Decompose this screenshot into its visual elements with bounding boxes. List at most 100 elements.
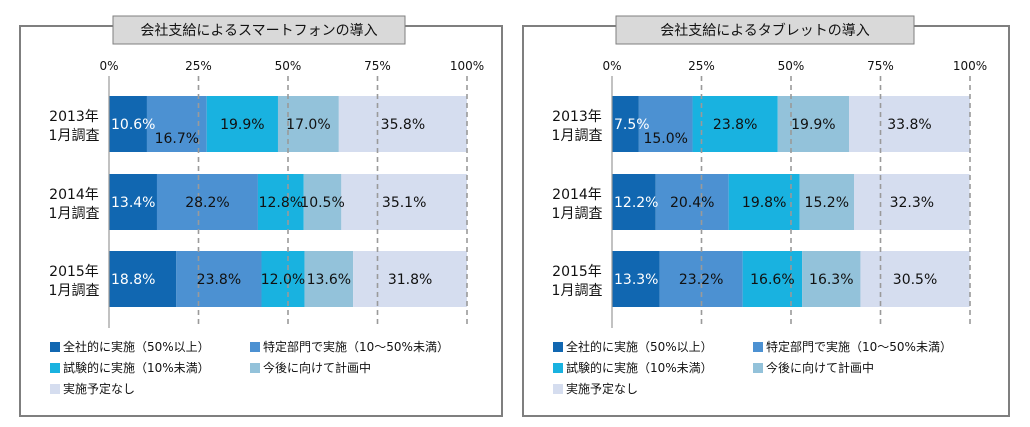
category-label: 2015年 [49,264,99,280]
legend-swatch [553,342,563,352]
data-label: 30.5% [893,272,937,288]
bar-segment [341,174,467,230]
legend-swatch [250,342,260,352]
category-label: 2013年 [552,109,602,125]
data-label: 16.3% [809,272,853,288]
category-label: 2015年 [552,264,602,280]
legend-swatch [553,384,563,394]
x-tick-label: 25% [185,59,212,73]
legend-swatch [753,342,763,352]
bar-segment [612,96,639,152]
data-label: 16.6% [750,272,794,288]
bar-segment [109,251,177,307]
title-box [112,15,406,45]
chart-panel-1: 会社支給によるスマートフォンの導入 0% 25% 50% 75% 100% 2013年 1月調… [19,15,503,417]
legend-swatch [753,363,763,373]
category-label: 1月調査 [552,283,603,299]
bar-segment [304,251,354,307]
bar-segment [109,174,157,230]
data-label: 23.2% [679,272,723,288]
legend-swatch [553,363,563,373]
legend-label: 実施予定なし [566,381,638,396]
legend-label: 特定部門で実施（10～50%未満） [766,339,952,354]
bar-segment [860,251,970,307]
data-label: 33.8% [887,117,931,133]
data-label: 12.0% [261,272,305,288]
category-label: 2014年 [49,187,99,203]
category-label: 1月調査 [552,128,603,144]
data-label: 35.8% [381,117,425,133]
category-label: 1月調査 [49,283,100,299]
data-label: 16.7% [155,131,199,147]
bar-segment [854,174,970,230]
data-label: 32.3% [890,195,934,211]
data-label: 12.2% [614,195,658,211]
bar-segment [353,251,467,307]
bar-segment [257,174,304,230]
data-label: 12.8% [259,195,303,211]
legend-label: 特定部門で実施（10～50%未満） [263,339,449,354]
bar-segment [777,96,849,152]
bar-segment [612,174,656,230]
data-label: 23.8% [197,272,241,288]
x-tick-label: 25% [688,59,715,73]
data-label: 13.6% [307,272,351,288]
x-tick-label: 0% [99,59,118,73]
bar-segment [146,96,207,152]
title-box [615,15,915,45]
category-label: 1月調査 [49,206,100,222]
bar-segment [303,174,342,230]
bar-segment [728,174,800,230]
bar-segment [338,96,467,152]
bar-segment [206,96,278,152]
legend-label: 全社的に実施（50%以上） [63,339,210,354]
bar-segment [742,251,803,307]
bar-segment [655,174,729,230]
data-label: 17.0% [286,117,330,133]
data-label: 10.6% [111,117,155,133]
x-tick-label: 75% [867,59,894,73]
bar-segment [799,174,855,230]
data-label: 15.2% [805,195,849,211]
data-label: 20.4% [670,195,714,211]
bar-segment [109,96,147,152]
data-label: 19.9% [791,117,835,133]
legend-label: 全社的に実施（50%以上） [566,339,713,354]
data-label: 7.5% [614,117,650,133]
data-label: 28.2% [185,195,229,211]
legend-swatch [50,363,60,373]
data-label: 19.8% [742,195,786,211]
chart-title: 会社支給によるタブレットの導入 [660,22,870,39]
x-tick-label: 50% [778,59,805,73]
category-label: 1月調査 [49,128,100,144]
legend-label: 試験的に実施（10%未満） [63,360,210,375]
legend-label: 今後に向けて計画中 [263,360,371,375]
data-label: 15.0% [643,131,687,147]
legend-swatch [50,342,60,352]
x-tick-label: 50% [275,59,302,73]
legend-swatch [250,363,260,373]
bar-segment [692,96,778,152]
bar-segment [156,174,258,230]
data-label: 35.1% [382,195,426,211]
data-label: 23.8% [713,117,757,133]
legend-swatch [50,384,60,394]
chart-panel-2: 会社支給によるタブレットの導入 0% 25% 50% 75% 100% 2013年 1月調査 7… [522,15,1010,417]
data-label: 13.4% [111,195,155,211]
category-label: 2014年 [552,187,602,203]
data-label: 10.5% [300,195,344,211]
x-tick-label: 100% [953,59,987,73]
bar-segment [612,251,660,307]
legend: 全社的に実施（50%以上） 特定部門で実施（10～50%未満） 試験的に実施（10%… [553,339,952,396]
data-label: 18.8% [111,272,155,288]
bar-segment [176,251,262,307]
bar-segment [638,96,693,152]
data-label: 19.9% [220,117,264,133]
bar-segment [261,251,305,307]
legend-label: 実施予定なし [63,381,135,396]
legend-label: 今後に向けて計画中 [766,360,874,375]
category-label: 2013年 [49,109,99,125]
data-label: 31.8% [388,272,432,288]
x-tick-label: 75% [364,59,391,73]
